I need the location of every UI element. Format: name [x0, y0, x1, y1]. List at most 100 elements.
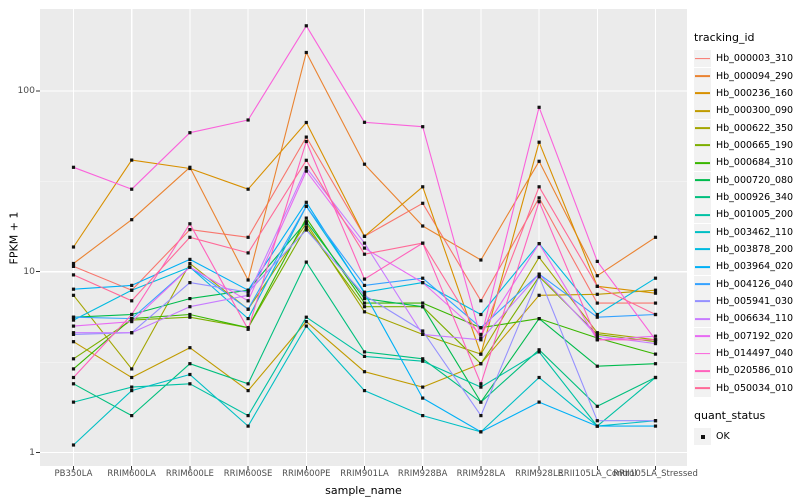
data-point [595, 331, 599, 335]
legend-line-swatch-icon [695, 335, 710, 338]
data-point [595, 315, 599, 319]
legend-item-Hb_020586_010: Hb_020586_010 [694, 362, 800, 380]
legend-key-icon [694, 310, 711, 328]
legend-key-icon [694, 345, 711, 363]
data-point [130, 283, 134, 287]
data-point [130, 375, 134, 380]
legend-item-Hb_007192_020: Hb_007192_020 [694, 327, 800, 345]
data-point [421, 332, 425, 336]
data-point [479, 352, 483, 356]
data-point [537, 293, 541, 297]
data-point [188, 346, 192, 350]
data-point [595, 336, 599, 340]
data-point [304, 260, 308, 264]
data-point [421, 224, 425, 228]
x-tick-label-RRIM928LA: RRIM928LA [456, 469, 506, 479]
data-point [71, 340, 76, 344]
data-point [71, 165, 76, 169]
legend-key-icon [694, 84, 711, 102]
legend-line-swatch-icon [695, 317, 710, 320]
data-point [71, 332, 76, 336]
data-point [421, 185, 425, 189]
legend-item-label: Hb_007192_020 [716, 330, 794, 342]
legend: tracking_id Hb_000003_310 Hb_000094_290 Hb… [694, 31, 800, 446]
legend-item-Hb_000094_290: Hb_000094_290 [694, 67, 800, 85]
data-point [653, 291, 658, 295]
y-tick-label-1: 1 [29, 446, 35, 458]
legend-line-swatch-icon [695, 248, 710, 251]
data-point [653, 288, 658, 292]
data-point [246, 288, 250, 292]
data-point [362, 310, 367, 314]
data-point [71, 443, 76, 447]
data-point [246, 278, 250, 282]
legend-item-quant-OK: OK [694, 428, 800, 446]
legend-line-swatch-icon [695, 231, 710, 234]
legend-item-label: Hb_004126_040 [716, 278, 794, 290]
data-point [188, 315, 192, 319]
legend-key-icon [694, 292, 711, 310]
data-point [537, 105, 541, 109]
data-point [537, 255, 541, 259]
data-point [246, 307, 250, 311]
legend-item-Hb_005941_030: Hb_005941_030 [694, 292, 800, 310]
data-point [653, 375, 658, 380]
x-tick-label-RRIM928LE: RRIM928LE [515, 469, 564, 479]
data-point [537, 200, 541, 204]
legend-item-label: Hb_020586_010 [716, 365, 794, 377]
legend-key-icon [694, 428, 711, 446]
data-point [421, 276, 425, 280]
legend-line-swatch-icon [695, 387, 710, 390]
data-point [246, 414, 250, 418]
data-point [246, 382, 250, 386]
legend-item-label: Hb_014497_040 [716, 348, 794, 360]
data-point [304, 158, 308, 162]
data-point [188, 131, 192, 135]
data-point [479, 385, 483, 389]
data-point [71, 264, 76, 268]
legend-line-swatch-icon [695, 213, 710, 216]
legend-line-swatch-icon [695, 75, 710, 77]
data-point [362, 389, 367, 393]
data-point [304, 24, 308, 28]
legend-title-tracking-id: tracking_id [694, 31, 755, 44]
data-point [537, 350, 541, 354]
data-point [362, 297, 367, 301]
data-point [595, 332, 599, 336]
legend-item-label: Hb_005941_030 [716, 295, 794, 307]
data-point [188, 265, 192, 269]
legend-item-label: Hb_000003_310 [716, 53, 794, 65]
data-point [188, 228, 192, 232]
x-tick-label-RRIM600SE: RRIM600SE [223, 469, 273, 479]
data-point [362, 305, 367, 309]
data-point [537, 375, 541, 380]
data-point [130, 331, 134, 335]
data-point [479, 338, 483, 342]
data-point [362, 246, 367, 250]
x-axis-title: sample_name [325, 484, 402, 497]
data-point [362, 301, 367, 305]
data-point [130, 317, 134, 321]
legend-item-Hb_001005_200: Hb_001005_200 [694, 206, 800, 224]
data-point [479, 312, 483, 317]
data-point [71, 400, 76, 404]
data-point [71, 261, 76, 266]
data-point [362, 291, 367, 295]
data-point [595, 284, 599, 288]
legend-key-icon [694, 327, 711, 345]
legend-item-Hb_000300_090: Hb_000300_090 [694, 102, 800, 120]
legend-item-label: Hb_050034_010 [716, 382, 794, 394]
data-point [653, 338, 658, 342]
legend-item-label: OK [716, 431, 730, 443]
legend-item-label: Hb_000926_340 [716, 191, 794, 203]
legend-key-icon [694, 240, 711, 258]
data-point [595, 404, 599, 408]
x-tick-label-RRIM928BA: RRIM928BA [397, 469, 448, 479]
legend-item-label: Hb_006634_110 [716, 313, 794, 325]
data-point [653, 301, 658, 305]
data-point [71, 245, 76, 249]
data-point [304, 220, 308, 224]
legend-item-Hb_000622_350: Hb_000622_350 [694, 119, 800, 137]
legend-item-label: Hb_000684_310 [716, 157, 794, 169]
data-point [130, 158, 134, 162]
